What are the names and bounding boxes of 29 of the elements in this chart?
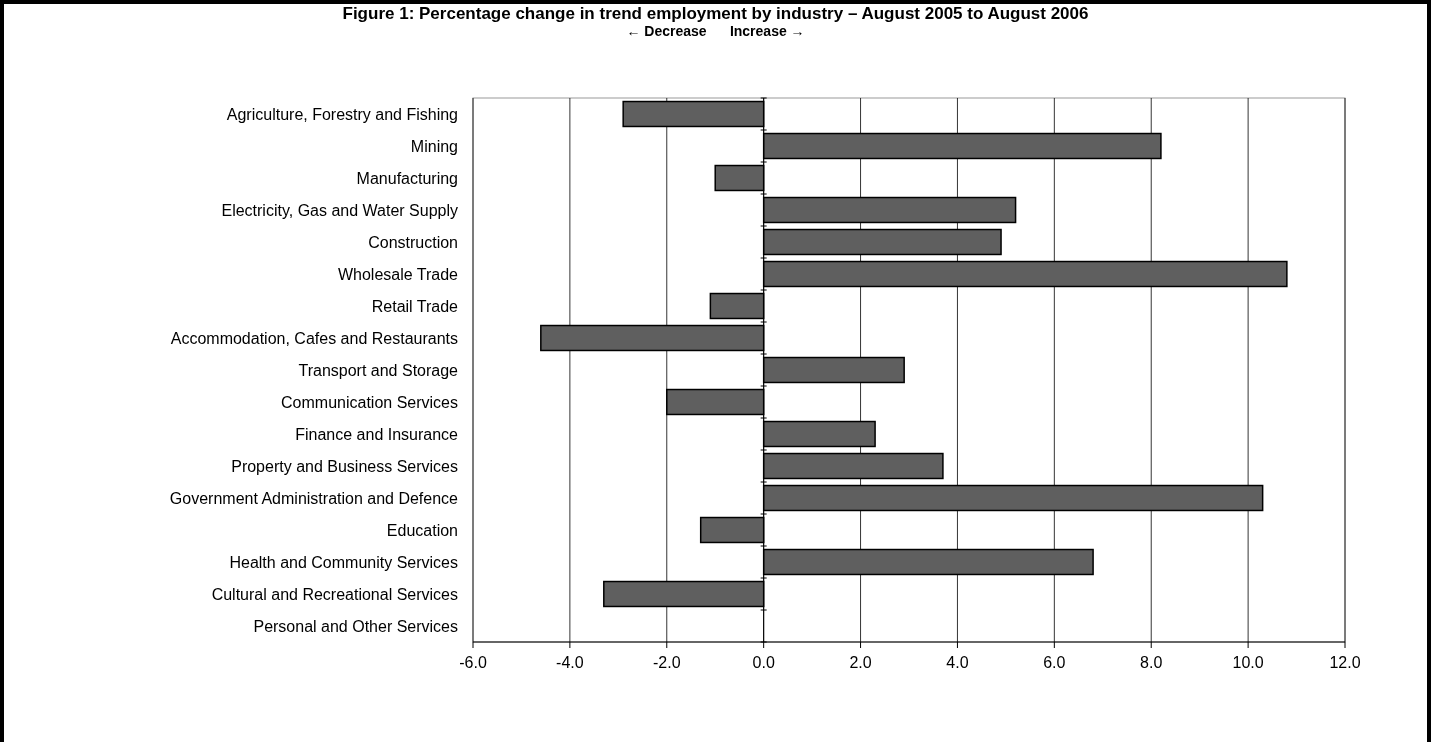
y-tick-label: Property and Business Services — [231, 457, 458, 475]
y-tick-label: Manufacturing — [356, 169, 458, 187]
y-tick-label: Education — [386, 521, 458, 539]
chart-title: Figure 1: Percentage change in trend employment by industry – August 2005 to August 2006 — [342, 4, 1089, 23]
x-tick-label: 2.0 — [849, 654, 872, 671]
y-tick-label: Communication Services — [281, 393, 458, 411]
y-tick-label: Construction — [368, 233, 458, 251]
x-tick-label: 10.0 — [1232, 654, 1264, 671]
y-tick-label: Wholesale Trade — [337, 265, 459, 283]
x-tick-label: 8.0 — [1140, 654, 1163, 671]
y-tick-label: Electricity, Gas and Water Supply — [221, 201, 458, 219]
y-tick-label: Government Administration and Defence — [169, 489, 459, 507]
x-tick-label: -4.0 — [556, 654, 584, 671]
y-tick-label: Cultural and Recreational Services — [211, 585, 458, 603]
y-tick-label: Mining — [410, 137, 458, 155]
x-tick-label: 0.0 — [752, 654, 775, 671]
x-tick-label: 4.0 — [946, 654, 969, 671]
x-tick-label: -2.0 — [652, 654, 681, 671]
y-tick-label: Transport and Storage — [298, 361, 459, 379]
y-tick-label: Health and Community Services — [229, 553, 458, 571]
x-tick-label: 12.0 — [1329, 654, 1361, 671]
y-tick-label: Finance and Insurance — [295, 425, 459, 443]
y-tick-label: Accommodation, Cafes and Restaurants — [170, 329, 458, 347]
chart-subtitle: ← Decrease Increase → — [626, 23, 805, 39]
y-tick-label: Agriculture, Forestry and Fishing — [226, 105, 458, 123]
y-tick-label: Retail Trade — [371, 297, 459, 315]
x-tick-label: -6.0 — [459, 654, 487, 671]
y-tick-label: Personal and Other Services — [253, 617, 458, 635]
x-tick-label: 6.0 — [1043, 654, 1066, 671]
